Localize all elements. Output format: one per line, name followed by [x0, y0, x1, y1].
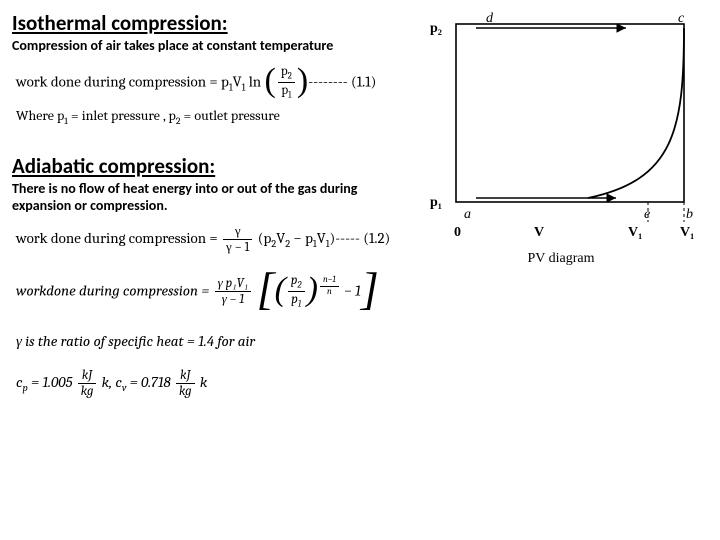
heading-adiabatic: Adiabatic compression: [12, 153, 422, 179]
desc-adiabatic: There is no flow of heat energy into or … [12, 181, 372, 215]
svg-text:b: b [686, 207, 693, 222]
svg-text:a: a [464, 207, 471, 222]
svg-text:e: e [644, 207, 650, 222]
equation-gamma: γ is the ratio of specific heat = 1.4 fo… [16, 332, 708, 351]
equation-where: Where p1 = inlet pressure , p2 = outlet … [16, 107, 422, 127]
pv-diagram-svg: p₂ p₁ d c a e b 0 V V₁ V₁ [416, 10, 696, 240]
equation-1-1: work done during compression = p1V1 ln (… [16, 65, 422, 101]
pv-diagram-caption: PV diagram [416, 251, 706, 267]
svg-text:V₁: V₁ [680, 225, 694, 240]
svg-text:0: 0 [454, 225, 461, 240]
heading-isothermal: Isothermal compression: [12, 10, 422, 36]
desc-isothermal: Compression of air takes place at consta… [12, 38, 372, 55]
svg-text:c: c [678, 11, 685, 26]
pv-diagram: p₂ p₁ d c a e b 0 V V₁ V₁ PV diagram [416, 10, 706, 267]
svg-text:p₂: p₂ [430, 21, 442, 36]
svg-text:V₁: V₁ [628, 225, 642, 240]
svg-text:d: d [486, 11, 494, 26]
equation-workdone-2: workdone during compression = γ p₁V₁γ − … [16, 274, 708, 310]
left-column: Isothermal compression: Compression of a… [12, 10, 422, 215]
svg-text:V: V [534, 225, 544, 240]
equation-cp-cv: cp = 1.005 kJkg k, cv = 0.718 kJkg k [16, 369, 708, 398]
svg-text:p₁: p₁ [430, 195, 442, 210]
